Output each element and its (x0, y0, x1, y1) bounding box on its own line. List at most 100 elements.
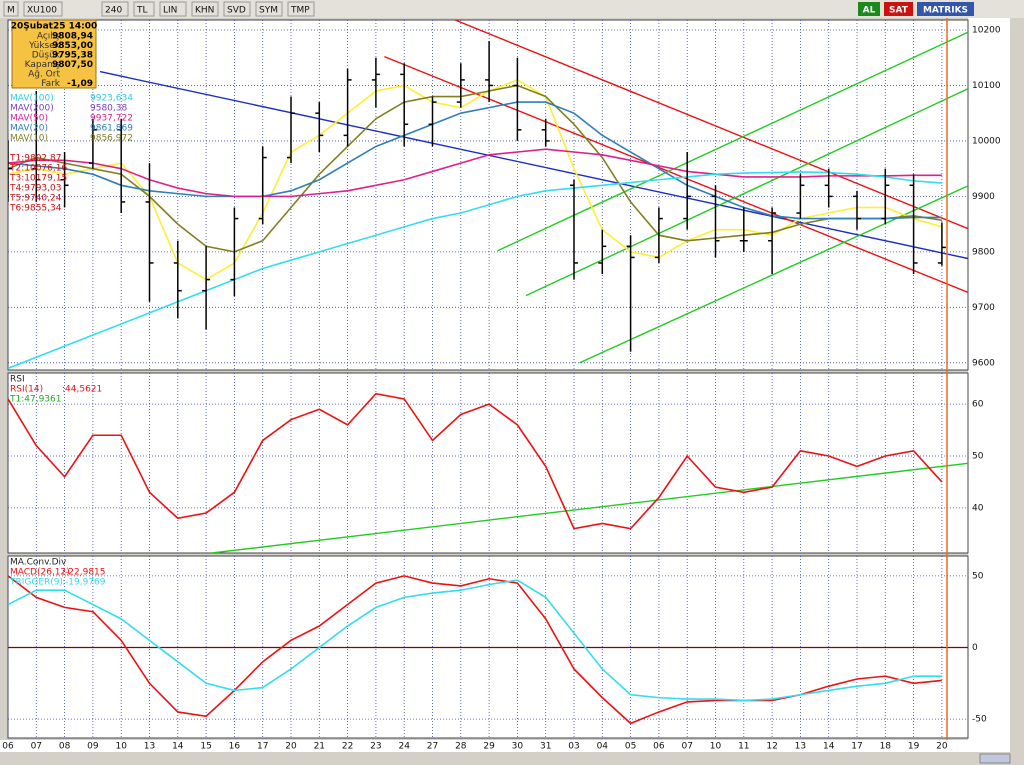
x-tick-label: 16 (229, 742, 241, 752)
x-tick-label: 27 (427, 742, 438, 752)
x-tick-label: 11 (738, 742, 749, 752)
x-tick-label: 05 (625, 742, 636, 752)
y-tick-label: 10200 (972, 25, 1001, 35)
toolbar-button[interactable]: LIN (163, 6, 177, 16)
toolbar-button-frame (133, 1, 155, 17)
x-tick-label: 08 (59, 742, 71, 752)
y-tick-label: 9800 (972, 247, 995, 257)
y-tick-label: 50 (972, 451, 984, 461)
toolbar-tab (884, 2, 913, 16)
y-tick-label: 60 (972, 400, 984, 410)
y-tick-label: 0 (972, 643, 978, 653)
info-value: 9853,00 (52, 41, 93, 51)
info-value: 9795,38 (52, 51, 93, 61)
panel-plot (8, 556, 968, 738)
trend-line (525, 88, 968, 297)
x-tick-label: 23 (370, 742, 381, 752)
info-value: -1,09 (67, 79, 93, 89)
legend-name: MAV(20) (10, 124, 48, 134)
x-tick-label: 28 (455, 742, 467, 752)
toolbar-button[interactable]: TMP (290, 6, 310, 16)
trend-label: T1:9802,87 (9, 154, 61, 164)
scrollbar[interactable] (0, 752, 1024, 765)
x-tick-label: 07 (31, 742, 42, 752)
toolbar-button-frame (191, 1, 219, 17)
legend-value: :-22,9815 (62, 568, 106, 578)
toolbar-button-frame (101, 1, 129, 17)
trend-label: T3:10179,15 (9, 174, 67, 184)
toolbar-button[interactable]: KHN (195, 6, 214, 16)
trend-line (497, 31, 968, 252)
toolbar-button-frame (255, 1, 283, 17)
y-tick-label: 9900 (972, 192, 995, 202)
info-label: Ağ. Ort (28, 70, 60, 80)
x-tick-label: 10 (710, 742, 722, 752)
info-title: 20Şubat25 14:00 (11, 22, 98, 32)
x-tick-label: 20 (285, 742, 297, 752)
panel-plot (8, 20, 968, 370)
toolbar-button[interactable]: SVD (227, 6, 246, 16)
x-tick-label: 06 (2, 742, 14, 752)
legend-name: MACD(26,12) (10, 568, 70, 578)
x-tick-label: 14 (823, 742, 835, 752)
toolbar-button[interactable]: TL (136, 6, 148, 16)
price-axis-bg (968, 18, 1010, 740)
trend-label: T5:9740,24 (9, 194, 62, 204)
x-tick-label: 17 (257, 742, 268, 752)
legend-value: :-19,9769 (62, 578, 106, 588)
toolbar-button[interactable]: 240 (105, 6, 122, 16)
x-tick-label: 30 (512, 742, 524, 752)
info-value: 9808,94 (52, 32, 93, 42)
toolbar-button[interactable]: SYM (259, 6, 278, 16)
info-label: Fark (41, 79, 61, 89)
x-tick-label: 24 (398, 742, 410, 752)
x-tick-label: 13 (795, 742, 806, 752)
panel-title: MA.Conv.Div (10, 558, 67, 568)
panel (7, 372, 969, 554)
toolbar-tab-label[interactable]: MATRIKS (923, 6, 968, 16)
y-tick-label: -50 (972, 715, 987, 725)
info-label: Açılış (37, 32, 60, 42)
series-line (8, 84, 943, 253)
y-tick-label: 50 (972, 571, 984, 581)
legend-value: 9923,634 (90, 94, 133, 104)
series-line (8, 579, 942, 702)
x-tick-label: 03 (568, 742, 579, 752)
toolbar-button-frame (223, 1, 251, 17)
toolbar-button[interactable]: M (7, 6, 15, 16)
x-tick-label: 04 (597, 742, 609, 752)
panel-plot (8, 373, 968, 553)
toolbar-tab-label[interactable]: SAT (889, 6, 909, 16)
legend-value: 9856,972 (90, 134, 133, 144)
y-tick-label: 10000 (972, 136, 1001, 146)
legend-value: 9937,722 (90, 114, 133, 124)
x-tick-label: 21 (314, 742, 325, 752)
x-tick-label: 14 (172, 742, 184, 752)
x-tick-label: 20 (936, 742, 948, 752)
legend-name: MAV(100) (10, 94, 54, 104)
toolbar-button[interactable]: XU100 (27, 6, 57, 16)
panel (7, 19, 969, 371)
trend-label: T6:9855,34 (9, 204, 62, 214)
x-tick-label: 19 (908, 742, 920, 752)
trend-label: T1:47,9361 (9, 395, 61, 405)
time-axis-bg (0, 740, 1010, 752)
legend-name: RSI(14) (10, 385, 43, 395)
x-tick-label: 09 (87, 742, 99, 752)
series-line (8, 171, 942, 370)
trend-line (99, 70, 968, 260)
y-tick-label: 9700 (972, 303, 995, 313)
info-box: 20Şubat25 14:00Açılış9808,94Yüksek9853,0… (11, 19, 98, 89)
scroll-thumb[interactable] (979, 753, 1011, 764)
trend-label: T4:9793,03 (9, 184, 61, 194)
info-label: Kapanış (25, 60, 61, 70)
y-tick-label: 40 (972, 503, 984, 513)
legend-name: MAV(200) (10, 104, 54, 114)
x-tick-label: 18 (880, 742, 892, 752)
x-tick-label: 15 (200, 742, 211, 752)
info-label: Yüksek (28, 41, 61, 51)
toolbar-tab-label[interactable]: AL (863, 6, 876, 16)
toolbar-button-frame (287, 1, 315, 17)
x-tick-label: 29 (483, 742, 495, 752)
